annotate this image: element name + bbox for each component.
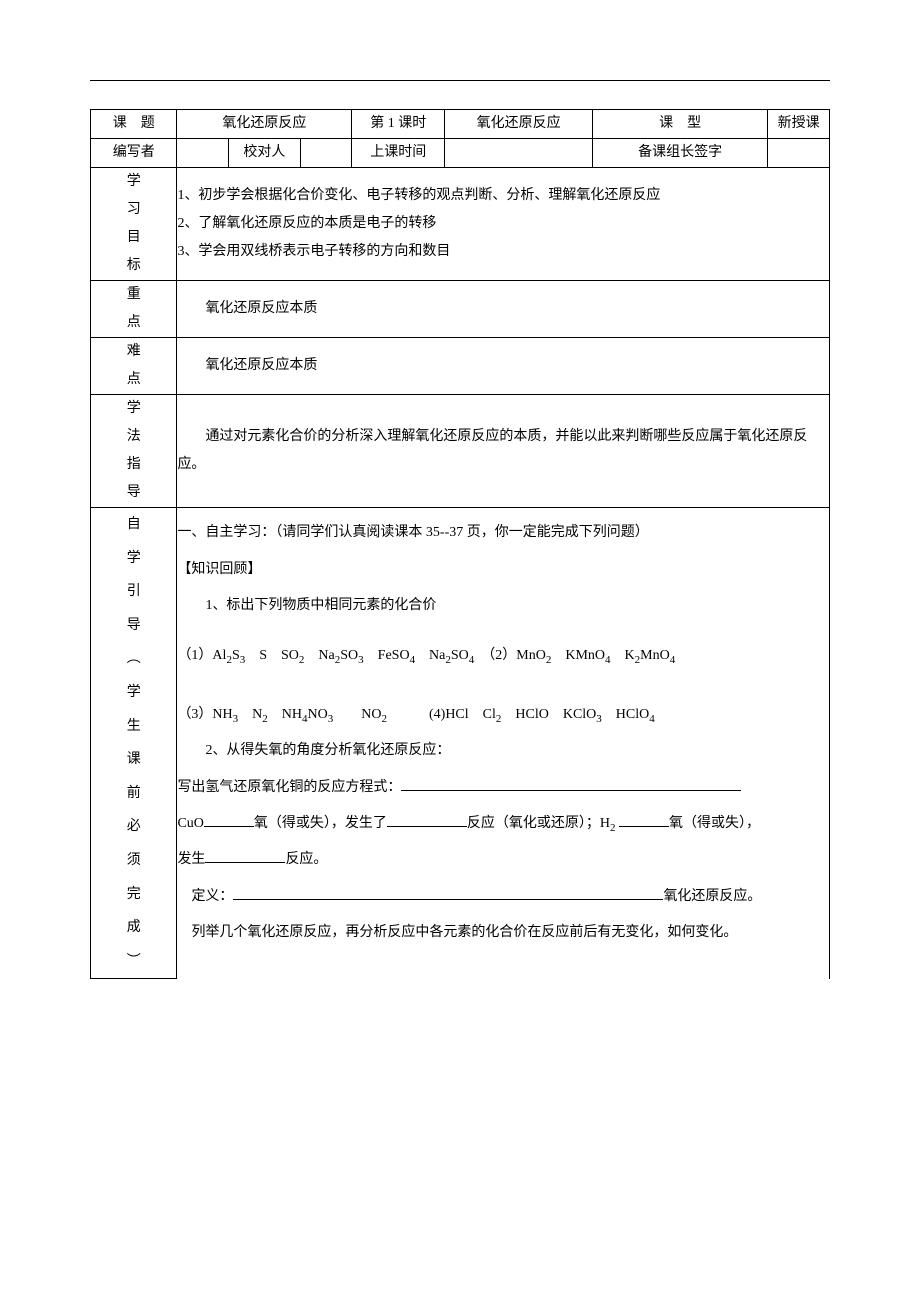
obj-line-3: 3、学会用双线桥表示电子转移的方向和数目 bbox=[177, 238, 829, 266]
ss-q1-line1: （1）Al2S3 S SO2 Na2SO3 FeSO4 Na2SO4 （2）Mn… bbox=[177, 638, 829, 674]
header-row-1: 课 题 氧化还原反应 第 1 课时 氧化还原反应 课 型 新授课 bbox=[91, 110, 830, 139]
topic: 氧化还原反应 bbox=[177, 110, 352, 139]
blank-h2 bbox=[619, 813, 669, 827]
mt-lab-2: 法 bbox=[91, 423, 176, 451]
ss-lab-4: 导 bbox=[91, 609, 176, 643]
keypoint-text: 氧化还原反应本质 bbox=[177, 295, 829, 323]
mt-lab-1: 学 bbox=[91, 395, 176, 423]
obj-lab-4: 标 bbox=[91, 252, 176, 280]
blank-cuo bbox=[204, 813, 254, 827]
author bbox=[177, 139, 228, 168]
ss-q1: 1、标出下列物质中相同元素的化合价 bbox=[177, 588, 829, 624]
method-row: 学 法 指 导 通过对元素化合价的分析深入理解氧化还原反应的本质，并能以此来判断… bbox=[91, 395, 830, 508]
difficulty-content: 氧化还原反应本质 bbox=[177, 338, 830, 395]
leader bbox=[768, 139, 830, 168]
kp-lab-1: 重 bbox=[91, 281, 176, 309]
blank-rxn1 bbox=[387, 813, 467, 827]
objectives-label: 学 习 目 标 bbox=[91, 168, 177, 281]
ss-lab-8: 课 bbox=[91, 743, 176, 777]
selfstudy-row: 自 学 引 导 ︵ 学 生 课 前 必 须 完 成 ︶ 一、自主学习：（请同学们… bbox=[91, 508, 830, 979]
method-content: 通过对元素化合价的分析深入理解氧化还原反应的本质，并能以此来判断哪些反应属于氧化… bbox=[177, 395, 830, 508]
ss-review-label: 【知识回顾】 bbox=[177, 552, 829, 588]
kp-lab-2: 点 bbox=[91, 309, 176, 337]
keypoint-label: 重 点 bbox=[91, 281, 177, 338]
subtopic: 氧化还原反应 bbox=[445, 110, 593, 139]
ss-lab-6: 学 bbox=[91, 676, 176, 710]
ss-lab-5: ︵ bbox=[91, 642, 176, 676]
method-label: 学 法 指 导 bbox=[91, 395, 177, 508]
obj-line-2: 2、了解氧化还原反应的本质是电子的转移 bbox=[177, 210, 829, 238]
blank-def bbox=[233, 886, 663, 900]
selfstudy-content: 一、自主学习：（请同学们认真阅读课本 35--37 页，你一定能完成下列问题） … bbox=[177, 508, 830, 979]
label-type: 课 型 bbox=[593, 110, 768, 139]
label-topic: 课 题 bbox=[91, 110, 177, 139]
ss-q2-line3: 发生反应。 bbox=[177, 842, 829, 878]
blank-equation bbox=[401, 777, 741, 791]
mt-lab-4: 导 bbox=[91, 479, 176, 507]
ss-lab-14: ︶ bbox=[91, 945, 176, 979]
ss-q1-line2: （3）NH3 N2 NH4NO3 NO2 (4)HCl Cl2 HClO KCl… bbox=[177, 697, 829, 733]
ss-lab-3: 引 bbox=[91, 575, 176, 609]
objectives-content: 1、初步学会根据化合价变化、电子转移的观点判断、分析、理解氧化还原反应 2、了解… bbox=[177, 168, 830, 281]
lesson-table: 课 题 氧化还原反应 第 1 课时 氧化还原反应 课 型 新授课 编写者 校对人… bbox=[90, 109, 830, 979]
ss-q2-def: 定义：氧化还原反应。 bbox=[177, 879, 829, 915]
selfstudy-label: 自 学 引 导 ︵ 学 生 课 前 必 须 完 成 ︶ bbox=[91, 508, 177, 979]
ss-q2-last: 列举几个氧化还原反应，再分析反应中各元素的化合价在反应前后有无变化，如何变化。 bbox=[177, 915, 829, 951]
difficulty-row: 难 点 氧化还原反应本质 bbox=[91, 338, 830, 395]
mt-lab-3: 指 bbox=[91, 451, 176, 479]
keypoint-row: 重 点 氧化还原反应本质 bbox=[91, 281, 830, 338]
ss-lab-10: 必 bbox=[91, 810, 176, 844]
ss-lab-7: 生 bbox=[91, 710, 176, 744]
df-lab-1: 难 bbox=[91, 338, 176, 366]
df-lab-2: 点 bbox=[91, 366, 176, 394]
obj-line-1: 1、初步学会根据化合价变化、电子转移的观点判断、分析、理解氧化还原反应 bbox=[177, 182, 829, 210]
method-text: 通过对元素化合价的分析深入理解氧化还原反应的本质，并能以此来判断哪些反应属于氧化… bbox=[177, 423, 829, 479]
ss-lab-1: 自 bbox=[91, 508, 176, 542]
label-classtime: 上课时间 bbox=[352, 139, 445, 168]
ss-lab-11: 须 bbox=[91, 844, 176, 878]
ss-q2-line2: CuO氧（得或失），发生了反应（氧化或还原）；H2 氧（得或失）， bbox=[177, 806, 829, 842]
obj-lab-2: 习 bbox=[91, 196, 176, 224]
obj-lab-3: 目 bbox=[91, 224, 176, 252]
difficulty-text: 氧化还原反应本质 bbox=[177, 352, 829, 380]
label-author: 编写者 bbox=[91, 139, 177, 168]
blank-rxn2 bbox=[205, 849, 285, 863]
ss-lab-2: 学 bbox=[91, 542, 176, 576]
label-leader: 备课组长签字 bbox=[593, 139, 768, 168]
classtime bbox=[445, 139, 593, 168]
header-row-2: 编写者 校对人 上课时间 备课组长签字 bbox=[91, 139, 830, 168]
ss-lab-12: 完 bbox=[91, 878, 176, 912]
difficulty-label: 难 点 bbox=[91, 338, 177, 395]
ss-q2: 2、从得失氧的角度分析氧化还原反应： bbox=[177, 733, 829, 769]
objectives-row: 学 习 目 标 1、初步学会根据化合价变化、电子转移的观点判断、分析、理解氧化还… bbox=[91, 168, 830, 281]
ss-lab-13: 成 bbox=[91, 911, 176, 945]
label-reviewer: 校对人 bbox=[228, 139, 300, 168]
ss-q2-line1: 写出氢气还原氧化铜的反应方程式： bbox=[177, 770, 829, 806]
period: 第 1 课时 bbox=[352, 110, 445, 139]
type-value: 新授课 bbox=[768, 110, 830, 139]
obj-lab-1: 学 bbox=[91, 168, 176, 196]
ss-intro: 一、自主学习：（请同学们认真阅读课本 35--37 页，你一定能完成下列问题） bbox=[177, 515, 829, 551]
keypoint-content: 氧化还原反应本质 bbox=[177, 281, 830, 338]
reviewer bbox=[300, 139, 351, 168]
ss-lab-9: 前 bbox=[91, 777, 176, 811]
top-rule bbox=[90, 80, 830, 81]
